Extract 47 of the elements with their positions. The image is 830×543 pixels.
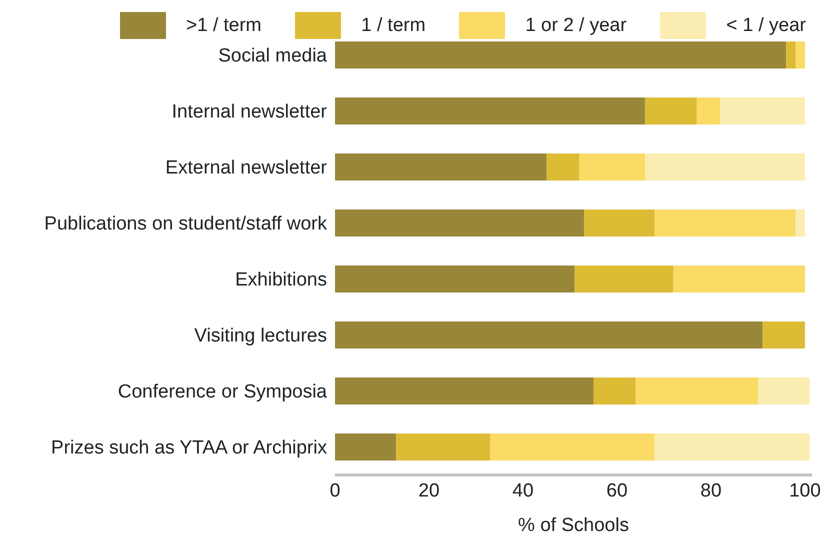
bar [654, 210, 796, 237]
bar [720, 98, 805, 125]
y-tick-label: External newsletter [165, 158, 328, 179]
legend-label: 1 / term [361, 14, 426, 36]
bar [758, 378, 810, 405]
y-tick-label: Internal newsletter [172, 102, 328, 123]
bar [673, 266, 805, 293]
bar [645, 154, 805, 181]
x-tick-label: 20 [418, 480, 440, 502]
bar [645, 98, 697, 125]
bar [654, 434, 810, 461]
bar [335, 210, 584, 237]
bar [335, 42, 786, 69]
x-tick-label: 100 [789, 480, 821, 502]
bar [579, 154, 646, 181]
y-tick-label: Publications on student/staff work [44, 214, 328, 235]
bar [796, 42, 805, 69]
bar [574, 266, 674, 293]
bar [636, 378, 758, 405]
bar [796, 210, 805, 237]
bar [335, 266, 575, 293]
x-tick-label: 40 [512, 480, 534, 502]
y-tick-label: Conference or Symposia [118, 382, 328, 403]
bar [490, 434, 655, 461]
legend-label: >1 / term [186, 14, 262, 36]
y-tick-label: Prizes such as YTAA or Archiprix [51, 438, 328, 459]
bar [335, 98, 646, 125]
bar [335, 434, 396, 461]
bar [396, 434, 490, 461]
bar [546, 154, 580, 181]
x-tick-label: 0 [330, 480, 340, 502]
x-tick-label: 80 [700, 480, 722, 502]
bar [786, 42, 796, 69]
bar [762, 322, 805, 349]
x-tick-label: 60 [606, 480, 628, 502]
y-tick-label: Social media [218, 46, 328, 67]
bar [696, 98, 720, 125]
bar [593, 378, 636, 405]
bar [584, 210, 655, 237]
bar [335, 378, 594, 405]
y-tick-label: Visiting lectures [194, 326, 327, 347]
y-tick-label: Exhibitions [235, 270, 327, 291]
legend-label: < 1 / year [726, 14, 806, 36]
bar [335, 154, 546, 181]
legend-label: 1 or 2 / year [525, 14, 627, 36]
x-axis-title: % of Schools [518, 515, 629, 536]
bar [335, 322, 763, 349]
